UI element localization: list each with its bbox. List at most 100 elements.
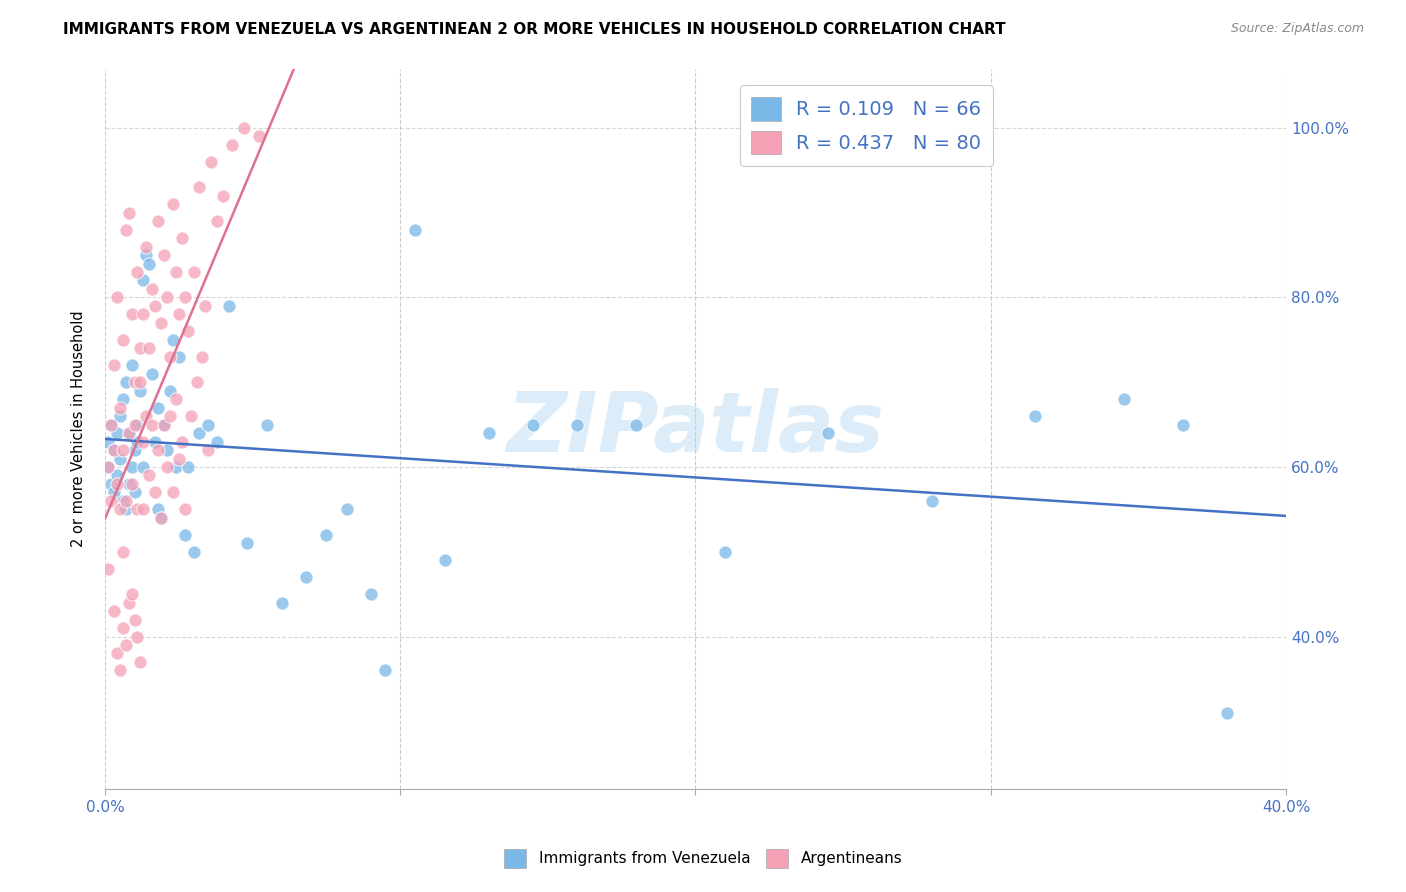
Point <box>191 350 214 364</box>
Point <box>105 468 128 483</box>
Point <box>97 460 120 475</box>
Point <box>100 417 122 432</box>
Point <box>315 528 337 542</box>
Point <box>100 477 122 491</box>
Point <box>167 350 190 364</box>
Point <box>135 409 157 423</box>
Point <box>129 341 152 355</box>
Point <box>205 434 228 449</box>
Point <box>167 307 190 321</box>
Point <box>1171 417 1194 432</box>
Point <box>156 290 179 304</box>
Point <box>162 333 184 347</box>
Point <box>194 299 217 313</box>
Point <box>111 621 134 635</box>
Point <box>127 630 149 644</box>
Point <box>197 417 219 432</box>
Point <box>105 477 128 491</box>
Point <box>105 426 128 441</box>
Point <box>153 417 176 432</box>
Point <box>124 375 146 389</box>
Point <box>117 426 139 441</box>
Point <box>111 443 134 458</box>
Point <box>143 434 166 449</box>
Legend: R = 0.109   N = 66, R = 0.437   N = 80: R = 0.109 N = 66, R = 0.437 N = 80 <box>740 86 993 166</box>
Point <box>522 417 544 432</box>
Point <box>103 485 125 500</box>
Point <box>138 341 160 355</box>
Point <box>103 443 125 458</box>
Point <box>138 256 160 270</box>
Point <box>117 596 139 610</box>
Point <box>1112 392 1135 406</box>
Point <box>111 545 134 559</box>
Point <box>97 434 120 449</box>
Y-axis label: 2 or more Vehicles in Household: 2 or more Vehicles in Household <box>72 310 86 547</box>
Point <box>153 248 176 262</box>
Point <box>138 468 160 483</box>
Point <box>129 655 152 669</box>
Point <box>124 417 146 432</box>
Point <box>146 401 169 415</box>
Point <box>132 307 155 321</box>
Legend: Immigrants from Venezuela, Argentineans: Immigrants from Venezuela, Argentineans <box>498 843 908 873</box>
Point <box>374 664 396 678</box>
Point <box>1024 409 1046 423</box>
Point <box>141 367 163 381</box>
Text: ZIPatlas: ZIPatlas <box>506 388 884 469</box>
Point <box>114 638 136 652</box>
Point <box>173 502 195 516</box>
Point <box>127 265 149 279</box>
Point <box>183 265 205 279</box>
Point <box>117 426 139 441</box>
Point <box>135 248 157 262</box>
Point <box>714 545 737 559</box>
Point <box>121 460 143 475</box>
Point <box>121 587 143 601</box>
Point <box>121 477 143 491</box>
Point <box>111 494 134 508</box>
Text: IMMIGRANTS FROM VENEZUELA VS ARGENTINEAN 2 OR MORE VEHICLES IN HOUSEHOLD CORRELA: IMMIGRANTS FROM VENEZUELA VS ARGENTINEAN… <box>63 22 1005 37</box>
Point <box>173 290 195 304</box>
Text: Source: ZipAtlas.com: Source: ZipAtlas.com <box>1230 22 1364 36</box>
Point <box>124 485 146 500</box>
Point <box>108 664 131 678</box>
Point <box>218 299 240 313</box>
Point <box>221 137 243 152</box>
Point <box>180 409 202 423</box>
Point <box>117 205 139 219</box>
Point <box>121 307 143 321</box>
Point <box>132 502 155 516</box>
Point <box>159 350 181 364</box>
Point <box>103 358 125 372</box>
Point <box>108 401 131 415</box>
Point <box>124 443 146 458</box>
Point <box>1216 706 1239 720</box>
Point <box>197 443 219 458</box>
Point <box>478 426 501 441</box>
Point <box>212 188 235 202</box>
Point <box>146 214 169 228</box>
Point <box>156 443 179 458</box>
Point <box>271 596 294 610</box>
Point <box>146 443 169 458</box>
Point <box>256 417 278 432</box>
Point <box>188 180 211 194</box>
Point <box>100 417 122 432</box>
Point <box>165 460 187 475</box>
Point <box>921 494 943 508</box>
Point <box>121 358 143 372</box>
Point <box>817 426 839 441</box>
Point <box>200 154 222 169</box>
Point <box>188 426 211 441</box>
Point <box>108 451 131 466</box>
Point <box>159 384 181 398</box>
Point <box>97 460 120 475</box>
Point <box>127 417 149 432</box>
Point <box>433 553 456 567</box>
Point <box>167 451 190 466</box>
Point <box>162 485 184 500</box>
Point <box>146 502 169 516</box>
Point <box>108 502 131 516</box>
Point <box>170 231 193 245</box>
